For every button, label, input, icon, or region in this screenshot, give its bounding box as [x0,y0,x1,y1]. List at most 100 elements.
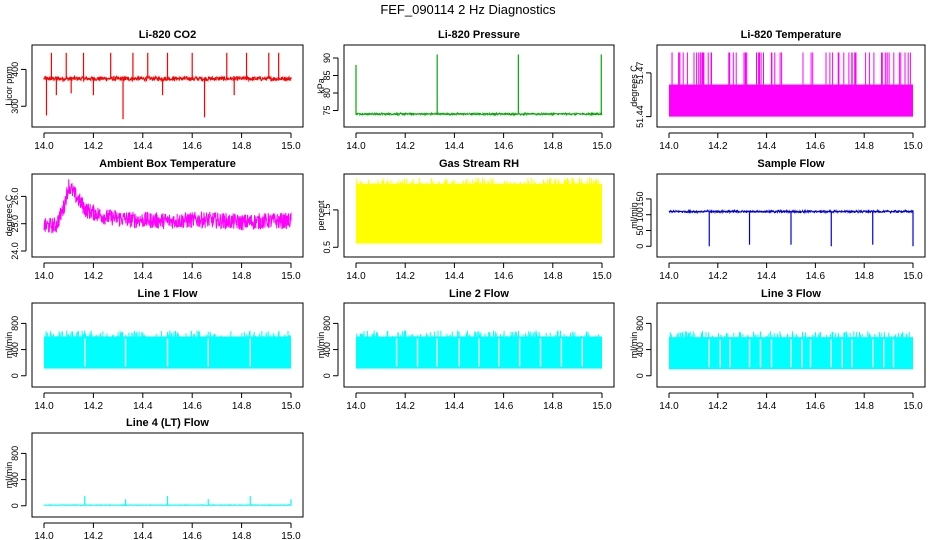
x-tick-label: 15.0 [281,401,301,412]
data-spikes [671,52,911,85]
chart-panel: Line 3 Flow ml/min 14.0 14.2 14.4 14.6 14.8 15.… [629,288,926,412]
y-tick-label: 0.5 [322,241,332,254]
plot-frame [31,432,304,518]
y-tick-label: 800 [10,446,20,461]
y-axis-label: degrees C [629,65,639,107]
x-tick-label: 14.0 [346,271,366,282]
x-tick-label: 14.0 [659,141,679,152]
data-trace [43,74,292,83]
y-tick-label: 50 [635,225,645,235]
y-axis-label: ml/min [4,332,14,359]
x-tick-label: 14.2 [84,531,104,540]
plot-frame [343,173,615,258]
y-axis: 300 400 [10,62,27,114]
x-tick-label: 14.4 [757,271,777,282]
x-tick-label: 15.0 [592,271,612,282]
x-axis: 14.0 14.2 14.4 14.6 14.8 15.0 [34,392,301,412]
x-tick-label: 14.0 [659,271,679,282]
x-tick-label: 14.6 [806,271,826,282]
x-tick-label: 14.6 [182,531,202,540]
plot-frame [656,173,926,258]
series-line [669,52,913,117]
x-tick-label: 14.2 [708,141,728,152]
y-tick-label: 0 [10,373,20,378]
x-tick-label: 14.0 [34,271,54,282]
chart-panel: Ambient Box Temperature degrees C 14.0 14.2… [4,158,304,282]
x-tick-label: 14.8 [543,401,563,412]
y-tick-label: 400 [322,342,332,357]
x-axis: 14.0 14.2 14.4 14.6 14.8 15.0 [34,132,301,152]
y-tick-label: 400 [635,342,645,357]
x-tick-label: 14.8 [543,271,563,282]
y-axis: 0 400 800 [635,316,652,378]
x-tick-label: 14.6 [182,401,202,412]
y-tick-label: 800 [635,316,645,331]
x-tick-label: 14.8 [232,271,252,282]
y-axis: 0.5 1.5 [322,204,339,254]
y-tick-label: 80 [322,88,332,98]
chart-panel: Sample Flow ml/min 14.0 14.2 14.4 14.6 14.8 15.… [629,158,926,282]
data-trace [43,179,292,234]
y-axis-label: percent [316,200,326,231]
y-tick-label: 800 [10,316,20,331]
series-line [43,179,292,234]
x-tick-label: 14.0 [346,401,366,412]
y-tick-label: 100 [635,207,645,222]
x-tick-label: 14.4 [133,271,153,282]
y-tick-label: 90 [322,53,332,63]
x-tick-label: 14.8 [854,271,874,282]
x-tick-label: 14.4 [445,141,465,152]
panel-title: Li-820 Temperature [741,29,842,41]
plot-frame [31,173,304,258]
panel-title: Sample Flow [757,158,825,170]
x-tick-label: 14.8 [543,141,563,152]
y-axis: 0 400 800 [10,446,27,508]
panel-title: Li-820 CO2 [139,29,196,41]
y-axis-label: Licor ppm [4,66,14,106]
y-axis-label: ml/min [316,332,326,359]
data-spikes [356,177,599,204]
y-tick-label: 300 [10,99,20,114]
x-tick-label: 14.4 [757,141,777,152]
series-line [668,208,914,247]
data-spikes [356,330,600,357]
series-line [43,52,292,120]
x-axis: 14.0 14.2 14.4 14.6 14.8 15.0 [346,392,612,412]
x-tick-label: 14.6 [494,401,514,412]
y-tick-label: 800 [322,316,332,331]
x-tick-label: 14.6 [182,271,202,282]
panel-title: Gas Stream RH [439,158,519,170]
series-line [44,330,291,369]
x-tick-label: 14.8 [854,141,874,152]
panel-title: Line 4 (LT) Flow [126,417,209,429]
x-tick-label: 15.0 [281,141,301,152]
x-axis: 14.0 14.2 14.4 14.6 14.8 15.0 [346,132,612,152]
x-axis: 14.0 14.2 14.4 14.6 14.8 15.0 [34,522,301,540]
panel-title: Line 1 Flow [138,288,198,300]
x-tick-label: 14.2 [395,271,415,282]
data-band [669,84,913,117]
y-axis: 0 400 800 [322,316,339,378]
chart-panel: Li-820 Pressure kPa 14.0 14.2 14.4 14.6 14.8 15… [316,29,615,152]
x-tick-label: 15.0 [903,401,923,412]
x-tick-label: 14.2 [84,401,104,412]
y-tick-label: 85 [322,70,332,80]
plot-frame [656,44,926,128]
y-tick-label: 51.47 [635,62,645,85]
x-tick-label: 14.4 [445,401,465,412]
chart-panel: Line 2 Flow ml/min 14.0 14.2 14.4 14.6 14.8 15.… [316,288,615,412]
panel-title: Ambient Box Temperature [99,158,236,170]
y-axis-label: kPa [316,78,326,94]
y-tick-label: 26.0 [10,188,20,206]
y-tick-label: 400 [10,342,20,357]
figure-title: FEF_090114 2 Hz Diagnostics [380,2,556,17]
chart-panel: Li-820 Temperature degrees C 14.0 14.2 14.4 1… [629,29,926,152]
y-axis-label: ml/min [629,332,639,359]
y-tick-label: 75 [322,105,332,115]
plot-frame [343,44,615,128]
chart-panel: Line 1 Flow ml/min 14.0 14.2 14.4 14.6 14.8 15.… [4,288,304,412]
x-tick-label: 14.6 [494,271,514,282]
y-axis-label: degrees C [4,194,14,236]
